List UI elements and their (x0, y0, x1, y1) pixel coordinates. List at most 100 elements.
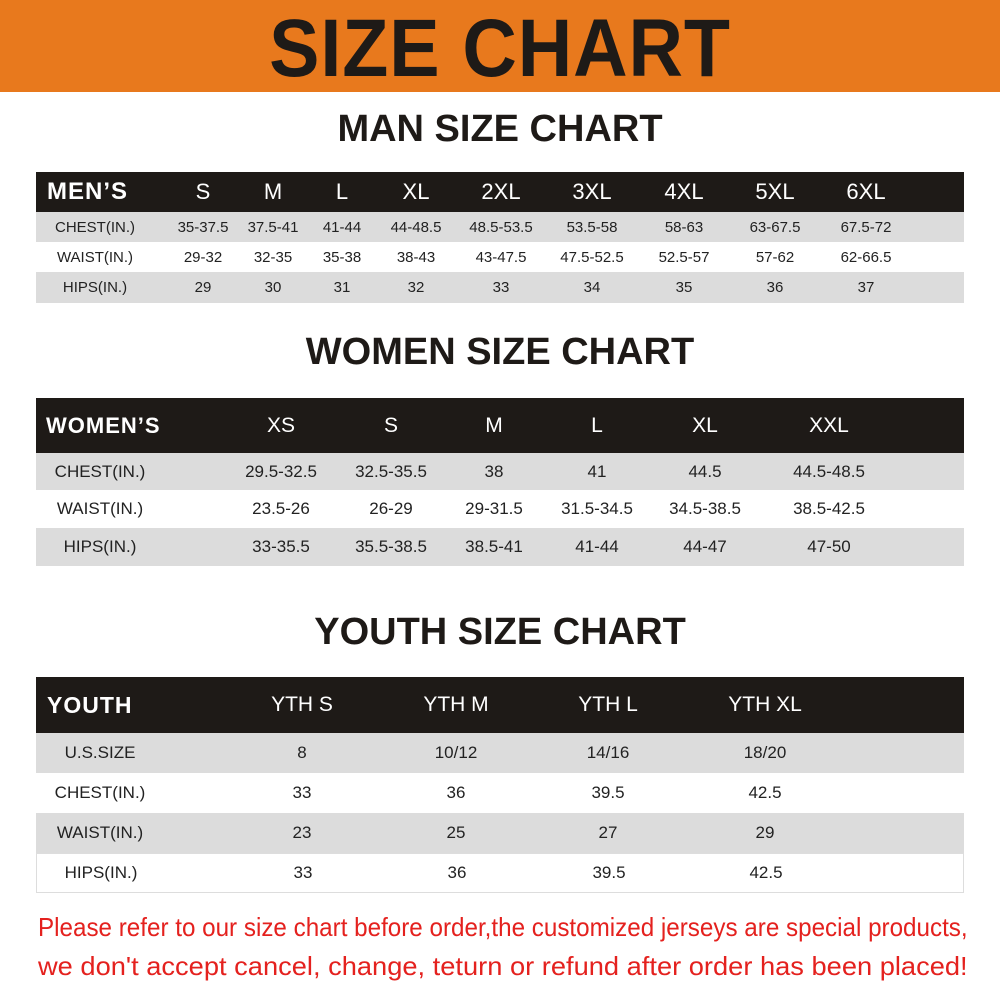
women-cell-value: 44.5-48.5 (793, 461, 865, 481)
youth-cell-value: 39.5 (591, 783, 625, 802)
women-cell-value: 41-44 (575, 537, 619, 556)
men-cell-value: 34 (583, 279, 601, 296)
men-cell-value: 37.5-41 (247, 218, 299, 236)
men-cell-value: 31 (333, 279, 351, 296)
women-cell-value: 32.5-35.5 (355, 461, 427, 481)
women-table-row: CHEST(IN.) 29.5-32.5 32.5-35.5 38 41 44.5 44.5… (36, 453, 964, 490)
notice-line-2: we don't accept cancel, change, teturn o… (38, 951, 968, 981)
men-cell-value: 29 (194, 279, 212, 296)
women-cell-value: 31.5-34.5 (561, 499, 633, 518)
women-cell-value: 44.5 (688, 461, 722, 481)
women-row-label: WAIST(IN.) (56, 499, 144, 518)
men-cell-value: 32-35 (253, 248, 293, 266)
youth-table-row: U.S.SIZE 8 10/12 14/16 18/20 (36, 733, 964, 773)
men-size-header: 3XL (572, 179, 612, 204)
youth-cell-value: 25 (446, 823, 466, 842)
men-cell-value: 58-63 (664, 218, 704, 236)
men-cell-value: 57-62 (755, 248, 795, 266)
men-row-label: WAIST(IN.) (56, 248, 134, 266)
men-size-header: 6XL (846, 179, 886, 204)
women-section-title: WOMEN SIZE CHART (305, 331, 695, 373)
youth-cell-value: 18/20 (743, 743, 787, 762)
women-size-table: WOMEN’S XS S M L XL XXL CHEST(IN.) 29.5-32.5 32.5… (36, 398, 964, 566)
women-cell-value: 38 (484, 461, 504, 481)
men-header-row: MEN’S S M L XL 2XL 3XL 4XL 5XL 6XL (36, 172, 964, 212)
youth-header-row: YOUTH YTH S YTH M YTH L YTH XL (36, 677, 964, 733)
youth-cell-value: 14/16 (586, 743, 630, 762)
youth-cell-value: 33 (293, 863, 313, 882)
women-cell-value: 23.5-26 (252, 499, 310, 518)
banner-title: SIZE CHART (269, 3, 731, 94)
women-cell-value: 35.5-38.5 (355, 537, 427, 556)
women-cell-value: 47-50 (807, 537, 851, 556)
youth-size-header: YTH S (271, 693, 333, 716)
youth-cell-value: 10/12 (434, 743, 478, 762)
youth-row-label: HIPS(IN.) (64, 863, 138, 882)
youth-size-header: YTH M (423, 693, 489, 716)
men-header-label: MEN’S (47, 178, 129, 205)
men-cell-value: 32 (407, 279, 425, 296)
women-header-label: WOMEN’S (46, 412, 161, 438)
youth-cell-value: 36 (446, 783, 466, 802)
women-row-label: HIPS(IN.) (63, 537, 137, 556)
men-cell-value: 48.5-53.5 (469, 218, 533, 236)
women-size-header: S (383, 413, 399, 437)
women-table-row: HIPS(IN.) 33-35.5 35.5-38.5 38.5-41 41-44 44-… (36, 528, 964, 566)
men-size-header: XL (402, 179, 430, 204)
men-cell-value: 36 (766, 279, 784, 296)
women-size-header: XS (266, 413, 296, 437)
women-size-header: XXL (809, 413, 849, 437)
women-table-row: WAIST(IN.) 23.5-26 26-29 29-31.5 31.5-34.5 34… (36, 490, 964, 528)
women-cell-value: 41 (587, 461, 607, 481)
youth-row-label: WAIST(IN.) (56, 823, 144, 842)
youth-header-label: YOUTH (47, 691, 133, 718)
women-size-header: L (591, 413, 603, 437)
youth-cell-value: 27 (598, 823, 618, 842)
men-cell-value: 53.5-58 (566, 218, 618, 236)
men-cell-value: 52.5-57 (658, 248, 710, 266)
men-cell-value: 30 (264, 279, 282, 296)
youth-cell-value: 29 (755, 823, 775, 842)
men-cell-value: 37 (857, 279, 875, 296)
banner: SIZE CHART (0, 0, 1000, 94)
men-cell-value: 44-48.5 (390, 218, 442, 236)
women-cell-value: 34.5-38.5 (669, 499, 741, 518)
youth-row-label: CHEST(IN.) (54, 783, 146, 802)
men-table-row: WAIST(IN.) 29-32 32-35 35-38 38-43 43-47.5 47.… (36, 242, 964, 272)
youth-table-row: HIPS(IN.) 33 36 39.5 42.5 (36, 853, 964, 893)
youth-size-header: YTH XL (728, 693, 802, 716)
youth-cell-value: 42.5 (749, 863, 783, 882)
men-cell-value: 35-37.5 (177, 218, 229, 236)
women-row-label: CHEST(IN.) (54, 461, 146, 481)
men-cell-value: 63-67.5 (749, 218, 801, 236)
men-row-label: HIPS(IN.) (62, 279, 128, 296)
men-size-header: 4XL (664, 179, 704, 204)
youth-cell-value: 42.5 (748, 783, 782, 802)
youth-size-header: YTH L (578, 693, 638, 716)
women-cell-value: 33-35.5 (252, 537, 310, 556)
women-cell-value: 38.5-42.5 (793, 499, 865, 518)
men-size-table: MEN’S S M L XL 2XL 3XL 4XL 5XL 6XL CHEST(IN.) 35-37… (36, 172, 964, 303)
men-cell-value: 62-66.5 (840, 248, 892, 266)
men-size-header: 5XL (755, 179, 795, 204)
youth-section-title: YOUTH SIZE CHART (314, 611, 686, 653)
men-cell-value: 29-32 (183, 248, 223, 266)
youth-cell-value: 23 (292, 823, 312, 842)
men-cell-value: 35 (675, 279, 693, 296)
women-cell-value: 29.5-32.5 (245, 461, 317, 481)
youth-cell-value: 33 (292, 783, 312, 802)
men-cell-value: 41-44 (322, 218, 362, 236)
women-cell-value: 26-29 (369, 499, 413, 518)
women-cell-value: 38.5-41 (465, 537, 523, 556)
youth-table-row: CHEST(IN.) 33 36 39.5 42.5 (36, 773, 964, 813)
men-table-row: CHEST(IN.) 35-37.5 37.5-41 41-44 44-48.5 48.5… (36, 212, 964, 242)
youth-row-label: U.S.SIZE (64, 743, 136, 762)
women-size-header: M (485, 413, 503, 437)
notice-line-1: Please refer to our size chart before or… (38, 912, 968, 942)
men-cell-value: 47.5-52.5 (560, 248, 624, 266)
women-size-header: XL (692, 413, 718, 437)
men-size-header: L (335, 179, 349, 204)
women-cell-value: 44-47 (683, 537, 727, 556)
men-cell-value: 38-43 (396, 248, 436, 266)
men-cell-value: 43-47.5 (475, 248, 527, 266)
